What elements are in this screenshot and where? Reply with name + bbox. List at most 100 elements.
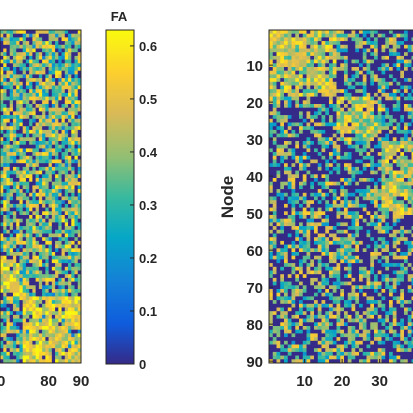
right-heatmap-cell: [381, 166, 386, 171]
right-heatmap-cell: [389, 178, 394, 182]
right-heatmap-cell: [287, 270, 292, 275]
right-heatmap-cell: [325, 67, 330, 71]
right-heatmap-cell: [280, 92, 285, 97]
left-heatmap-cell: [25, 55, 30, 60]
right-heatmap-cell: [411, 166, 413, 171]
left-heatmap-cell: [61, 104, 66, 108]
left-heatmap-cell: [0, 33, 4, 38]
right-heatmap-cell: [306, 30, 311, 34]
left-heatmap-cell: [25, 229, 30, 234]
right-heatmap-cell: [366, 148, 371, 153]
right-heatmap-cell: [272, 244, 277, 249]
left-heatmap-cell: [32, 122, 36, 127]
left-heatmap-cell: [74, 155, 79, 160]
left-heatmap-cell: [61, 78, 66, 83]
right-heatmap-cell: [272, 81, 277, 86]
right-heatmap-cell: [351, 229, 356, 234]
left-heatmap-cell: [42, 96, 46, 101]
right-heatmap-cell: [284, 155, 289, 160]
left-heatmap-cell: [29, 163, 33, 168]
left-heatmap-cell: [48, 259, 53, 264]
right-heatmap-cell: [374, 255, 379, 260]
right-heatmap-cell: [344, 133, 349, 138]
right-heatmap-cell: [389, 274, 394, 279]
left-heatmap-cell: [29, 207, 33, 212]
left-heatmap-cell: [32, 89, 36, 94]
right-heatmap-cell: [400, 92, 405, 97]
left-heatmap-cell: [35, 337, 40, 342]
right-heatmap-cell: [407, 203, 412, 208]
right-heatmap-cell: [306, 55, 311, 60]
right-heatmap-cell: [269, 33, 274, 38]
right-heatmap-cell: [389, 89, 394, 94]
right-heatmap-cell: [344, 215, 349, 219]
right-heatmap-cell: [280, 207, 285, 212]
right-heatmap-cell: [411, 144, 413, 149]
left-heatmap-cell: [38, 322, 43, 327]
right-heatmap-cell: [347, 218, 352, 223]
right-heatmap-cell: [280, 55, 285, 60]
left-heatmap-cell: [38, 215, 43, 219]
right-heatmap-cell: [385, 118, 390, 123]
right-heatmap-cell: [317, 129, 322, 134]
left-heatmap-cell: [25, 311, 30, 316]
right-heatmap-cell: [336, 100, 341, 105]
right-heatmap-cell: [299, 59, 304, 64]
right-heatmap-cell: [280, 48, 285, 53]
right-heatmap-cell: [389, 200, 394, 205]
right-heatmap-cell: [374, 207, 379, 212]
left-heatmap-cell: [42, 159, 46, 164]
right-heatmap-cell: [400, 104, 405, 108]
left-heatmap-cell: [64, 166, 69, 171]
right-heatmap-cell: [411, 178, 413, 182]
right-heatmap-cell: [276, 200, 281, 205]
right-heatmap-cell: [396, 81, 401, 86]
right-heatmap-cell: [351, 96, 356, 101]
left-heatmap-cell: [9, 137, 14, 142]
right-heatmap-cell: [385, 185, 390, 190]
right-heatmap-cell: [389, 240, 394, 245]
right-heatmap-cell: [329, 266, 334, 271]
right-heatmap-cell: [321, 148, 326, 153]
left-heatmap-cell: [61, 355, 66, 360]
left-heatmap-cell: [3, 96, 7, 101]
left-heatmap-cell: [19, 33, 23, 38]
left-heatmap-cell: [29, 240, 33, 245]
right-heatmap-cell: [340, 255, 345, 260]
left-heatmap-cell: [35, 326, 40, 330]
right-heatmap-cell: [302, 48, 307, 53]
left-heatmap-cell: [68, 274, 72, 279]
right-heatmap-cell: [340, 33, 345, 38]
right-heatmap-cell: [355, 41, 360, 46]
left-heatmap-cell: [22, 337, 27, 342]
left-heatmap-cell: [9, 222, 14, 227]
left-heatmap-cell: [3, 63, 7, 68]
right-heatmap-cell: [400, 255, 405, 260]
right-heatmap-cell: [325, 37, 330, 42]
left-heatmap-cell: [35, 348, 40, 353]
left-heatmap-cell: [74, 70, 79, 75]
right-heatmap-cell: [284, 129, 289, 134]
right-heatmap-cell: [370, 218, 375, 223]
right-heatmap-cell: [287, 192, 292, 197]
right-heatmap-cell: [400, 144, 405, 149]
left-heatmap-cell: [9, 92, 14, 97]
left-heatmap-cell: [38, 92, 43, 97]
left-heatmap-cell: [29, 322, 33, 327]
left-heatmap-cell: [12, 211, 17, 216]
right-heatmap-cell: [381, 55, 386, 60]
right-heatmap-cell: [306, 189, 311, 194]
right-heatmap-cell: [344, 233, 349, 238]
right-heatmap-cell: [291, 174, 296, 179]
right-heatmap-cell: [314, 37, 319, 42]
left-heatmap-cell: [64, 178, 69, 182]
left-heatmap-cell: [45, 33, 49, 38]
right-heatmap-cell: [404, 163, 409, 168]
right-heatmap-cell: [362, 170, 367, 175]
left-heatmap-cell: [32, 355, 36, 360]
right-heatmap-cell: [355, 74, 360, 79]
right-heatmap-cell: [400, 259, 405, 264]
left-heatmap-cell: [3, 300, 7, 305]
left-heatmap-cell: [42, 148, 46, 153]
left-heatmap-cell: [25, 351, 30, 356]
